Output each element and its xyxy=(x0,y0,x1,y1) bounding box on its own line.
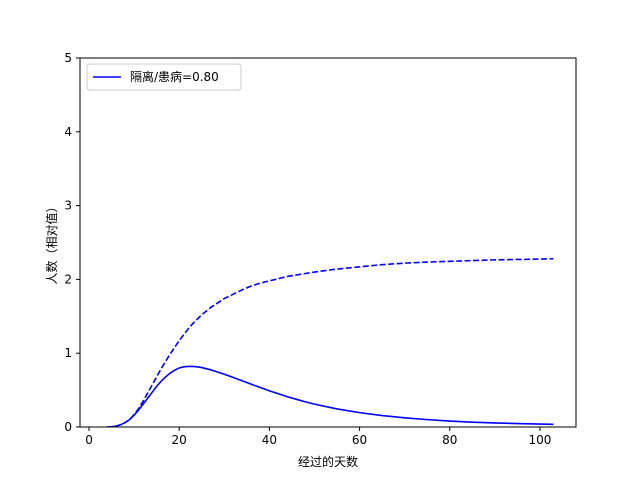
legend-box xyxy=(86,63,242,91)
y-tick-label: 4 xyxy=(64,125,72,139)
legend-label: 隔离/患病=0.80 xyxy=(130,69,219,84)
axes: 0 20 40 60 80 100 0 1 2 3 4 5 xyxy=(64,51,577,447)
x-tick-label: 0 xyxy=(85,433,93,447)
y-axis-label: 人数（相对值） xyxy=(44,200,59,284)
series-line-dashed xyxy=(107,257,554,427)
x-tick-label: 40 xyxy=(262,433,277,447)
x-axis-label: 经过的天数 xyxy=(298,454,358,469)
y-tick-label: 1 xyxy=(64,346,72,360)
series-line-solid xyxy=(107,365,554,427)
y-tick-label: 3 xyxy=(64,199,72,213)
y-tick-label: 0 xyxy=(64,420,72,434)
x-tick-label: 100 xyxy=(528,433,551,447)
y-tick-label: 5 xyxy=(64,51,72,65)
y-tick-label: 2 xyxy=(64,272,72,286)
legend: 隔离/患病=0.80 xyxy=(86,63,242,91)
x-tick-label: 80 xyxy=(442,433,457,447)
x-tick-label: 60 xyxy=(352,433,367,447)
axes-frame xyxy=(79,57,577,428)
x-tick-label: 20 xyxy=(172,433,187,447)
plot-area xyxy=(107,257,554,427)
